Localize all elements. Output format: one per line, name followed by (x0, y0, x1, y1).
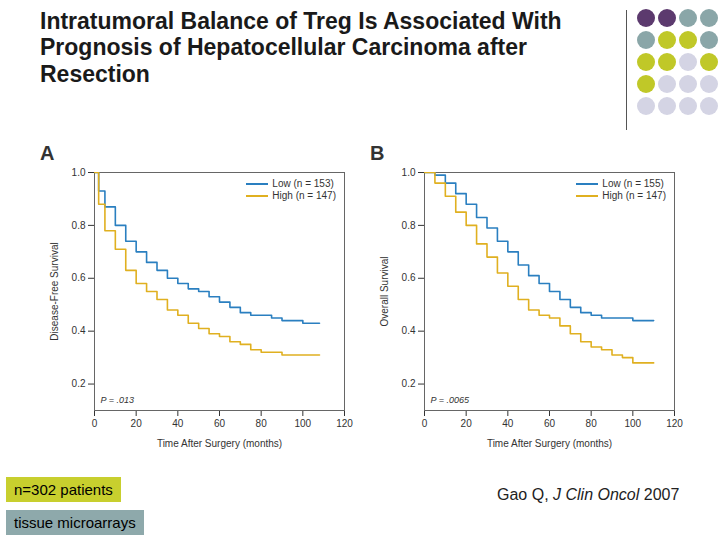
svg-text:0.8: 0.8 (72, 220, 86, 231)
svg-text:1.0: 1.0 (72, 167, 86, 178)
svg-text:40: 40 (502, 418, 514, 429)
svg-text:0: 0 (92, 418, 98, 429)
svg-text:60: 60 (214, 418, 226, 429)
svg-text:0.4: 0.4 (72, 325, 86, 336)
svg-text:P = .0065: P = .0065 (431, 395, 470, 405)
svg-text:40: 40 (172, 418, 184, 429)
svg-text:0.6: 0.6 (402, 272, 416, 283)
html-text:tissue microarrays: tissue microarrays (14, 514, 136, 531)
svg-text:Disease-Free Survival: Disease-Free Survival (49, 242, 60, 340)
svg-text:120: 120 (666, 418, 683, 429)
html-text:Intratumoral Balance of Treg I: Intratumoral Balance of Treg Is Associat… (40, 8, 562, 87)
html-text:High (n = 147): High (n = 147) (272, 190, 336, 201)
svg-text:1.0: 1.0 (402, 167, 416, 178)
html-text:Gao Q, J Clin Oncol 2007: Gao Q, J Clin Oncol 2007 (497, 486, 680, 503)
html-text:A: A (40, 142, 55, 164)
svg-text:Overall Survival: Overall Survival (379, 256, 390, 326)
html-text:High (n = 147): High (n = 147) (602, 190, 666, 201)
svg-text:0.6: 0.6 (72, 272, 86, 283)
svg-text:80: 80 (586, 418, 598, 429)
html-text:B: B (370, 142, 385, 164)
svg-text:80: 80 (256, 418, 268, 429)
svg-text:20: 20 (461, 418, 473, 429)
svg-text:0.2: 0.2 (402, 378, 416, 389)
svg-text:0.2: 0.2 (72, 378, 86, 389)
svg-text:0.8: 0.8 (402, 220, 416, 231)
html-text:Low (n = 153): Low (n = 153) (272, 178, 334, 189)
html-text:n=302 patients: n=302 patients (14, 481, 113, 498)
svg-text:100: 100 (294, 418, 311, 429)
svg-text:100: 100 (624, 418, 641, 429)
svg-text:120: 120 (336, 418, 353, 429)
svg-text:Time After Surgery (months): Time After Surgery (months) (487, 438, 612, 449)
svg-text:0.4: 0.4 (402, 325, 416, 336)
svg-text:0: 0 (422, 418, 428, 429)
svg-text:Time After Surgery (months): Time After Surgery (months) (157, 438, 282, 449)
html-text:Low (n = 155): Low (n = 155) (602, 178, 664, 189)
svg-text:P = .013: P = .013 (101, 395, 134, 405)
svg-text:60: 60 (544, 418, 556, 429)
svg-text:20: 20 (131, 418, 143, 429)
